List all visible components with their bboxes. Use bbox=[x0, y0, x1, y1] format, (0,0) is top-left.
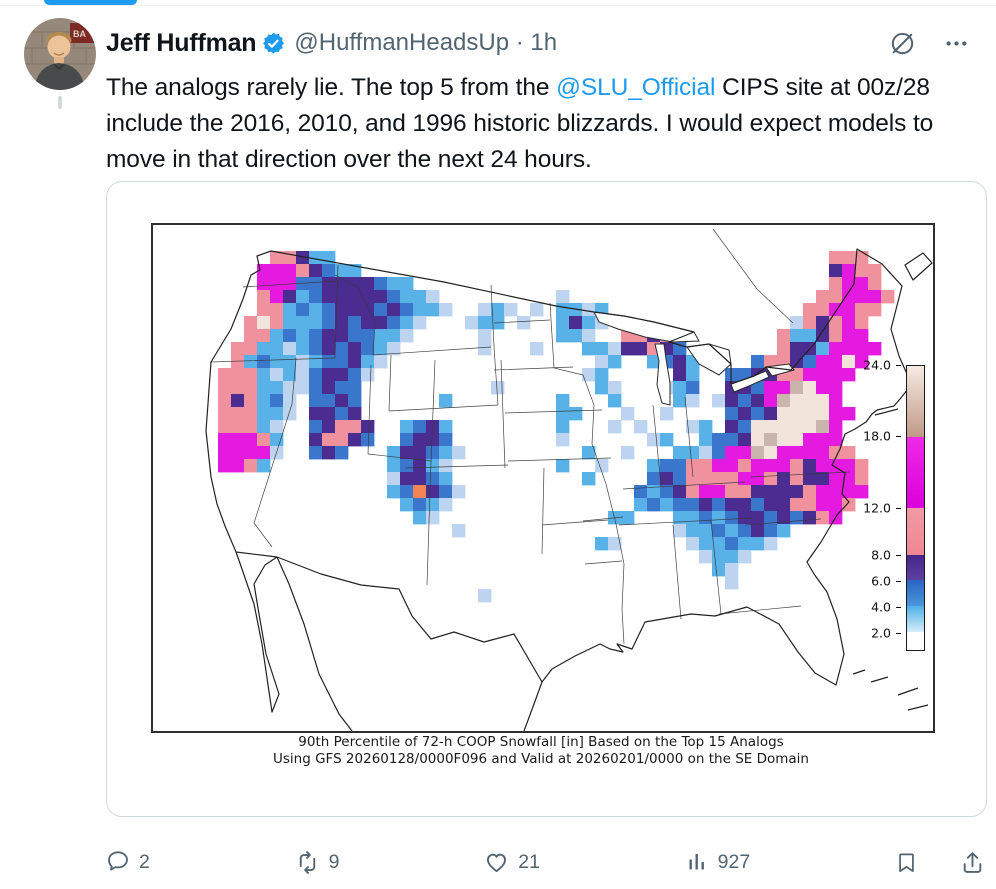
bookmark-icon bbox=[899, 852, 914, 872]
header-divider bbox=[0, 5, 996, 6]
avatar[interactable]: BA bbox=[24, 18, 96, 90]
like-count: 21 bbox=[518, 850, 540, 873]
timestamp[interactable]: 1h bbox=[530, 29, 558, 56]
repost-count: 9 bbox=[328, 850, 340, 873]
mention-link[interactable]: @SLU_Official bbox=[556, 74, 716, 101]
more-horizontal-icon bbox=[945, 40, 967, 46]
lake-michigan bbox=[654, 343, 671, 406]
grok-icon bbox=[891, 32, 913, 54]
colorbar bbox=[906, 365, 925, 651]
secondary-actions bbox=[895, 850, 985, 875]
tweet-text-segment: move in that direction over the next 24 … bbox=[106, 146, 592, 173]
us-outline bbox=[205, 248, 913, 686]
share-button[interactable] bbox=[960, 850, 985, 875]
tweet-actions: 2 9 21 bbox=[106, 843, 985, 881]
views-count: 927 bbox=[717, 850, 751, 873]
lake-ontario bbox=[765, 363, 795, 377]
tweet-media[interactable]: 24.0 18.0 12.0 8.0 6.0 4.0 2.0 90th Percentile… bbox=[106, 181, 987, 817]
islands-outline bbox=[852, 669, 929, 711]
repost-button[interactable]: 9 bbox=[295, 850, 340, 875]
grok-actions-button[interactable] bbox=[888, 29, 916, 57]
repost-icon bbox=[299, 850, 315, 874]
reply-button[interactable]: 2 bbox=[106, 850, 150, 874]
bookmark-button[interactable] bbox=[895, 851, 918, 874]
caption-line-2: Using GFS 20260128/0000F096 and Valid at… bbox=[273, 750, 809, 767]
reply-count: 2 bbox=[139, 850, 150, 873]
handle-and-time[interactable]: @HuffmanHeadsUp · 1h bbox=[294, 29, 557, 57]
views-icon bbox=[689, 854, 704, 870]
verified-badge-icon bbox=[263, 32, 285, 54]
lake-superior bbox=[593, 311, 700, 343]
thread-connector bbox=[58, 96, 62, 109]
caption-line-1: 90th Percentile of 72-h COOP Snowfall [i… bbox=[298, 734, 784, 750]
tweet-text: The analogs rarely lie. The top 5 from t… bbox=[106, 70, 981, 178]
separator-dot: · bbox=[515, 29, 524, 56]
tweet-header: Jeff Huffman @HuffmanHeadsUp · 1h bbox=[106, 26, 970, 60]
state-borders bbox=[210, 228, 850, 645]
active-tab-indicator bbox=[44, 0, 137, 5]
handle[interactable]: @HuffmanHeadsUp bbox=[294, 29, 510, 56]
avatar-image: BA bbox=[24, 18, 96, 90]
tweet-text-segment: CIPS site at 00z/28 bbox=[715, 74, 930, 101]
us-snowfall-heatmap bbox=[205, 228, 933, 731]
more-options-button[interactable] bbox=[942, 29, 970, 57]
like-icon bbox=[487, 853, 507, 872]
share-icon bbox=[963, 851, 982, 873]
reply-icon bbox=[108, 851, 128, 871]
figure-caption: 90th Percentile of 72-h COOP Snowfall [i… bbox=[151, 734, 931, 767]
mexico-baja-outline bbox=[235, 551, 543, 731]
tweet-text-segment: The analogs rarely lie. The top 5 from t… bbox=[106, 74, 557, 101]
svg-text:BA: BA bbox=[73, 29, 86, 39]
like-button[interactable]: 21 bbox=[484, 850, 540, 875]
views-button[interactable]: 927 bbox=[685, 850, 751, 874]
canada-maritimes-outline bbox=[874, 252, 933, 416]
snowfall-map-figure: 24.0 18.0 12.0 8.0 6.0 4.0 2.0 bbox=[151, 223, 935, 733]
tweet-text-segment: include the 2016, 2010, and 1996 histori… bbox=[106, 110, 934, 137]
display-name[interactable]: Jeff Huffman bbox=[106, 28, 257, 57]
